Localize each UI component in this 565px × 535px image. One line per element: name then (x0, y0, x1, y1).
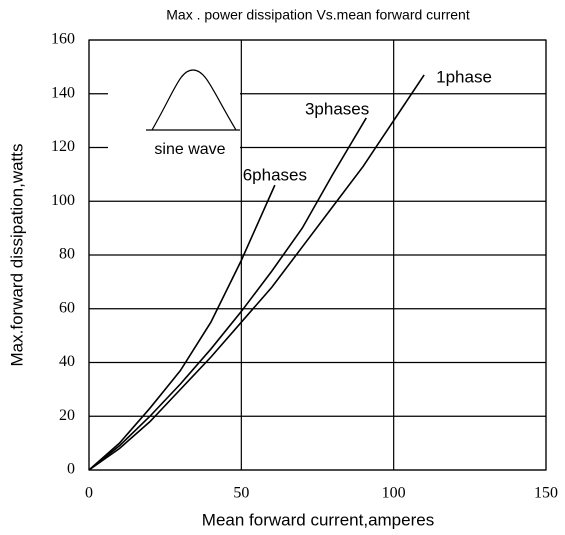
series-label: 1phase (436, 67, 492, 86)
inset-background (108, 62, 240, 162)
chart-title: Max . power dissipation Vs.mean forward … (166, 7, 470, 23)
series-line (88, 184, 276, 471)
lines (88, 74, 425, 471)
y-tick-label: 100 (51, 192, 75, 209)
series-label: 6phases (243, 166, 307, 185)
inset-label: sine wave (154, 141, 225, 158)
series-line (88, 117, 367, 471)
plot-frame (88, 39, 547, 471)
x-tick-label: 150 (534, 485, 558, 502)
y-tick-label: 80 (59, 246, 75, 263)
y-axis-label: Max.forward dissipation,watts (7, 144, 26, 367)
series-line (88, 74, 425, 471)
y-tick-label: 120 (51, 138, 75, 155)
x-tick-label: 100 (382, 485, 406, 502)
y-tick-label: 0 (67, 461, 75, 478)
y-tick-label: 20 (59, 407, 75, 424)
sine-wave-icon (146, 69, 240, 131)
y-tick-label: 160 (51, 31, 75, 48)
y-tick-label: 140 (51, 84, 75, 101)
series-label: 3phases (305, 99, 369, 118)
x-axis-label: Mean forward current,amperes (202, 510, 434, 529)
x-tick-label: 50 (233, 485, 249, 502)
y-tick-label: 40 (59, 353, 75, 370)
x-tick-label: 0 (85, 485, 93, 502)
y-tick-label: 60 (59, 299, 75, 316)
